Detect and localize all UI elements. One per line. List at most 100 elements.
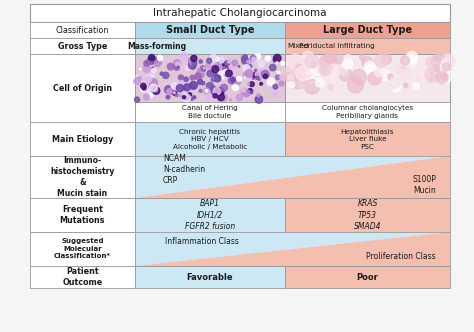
Circle shape (195, 73, 201, 79)
Circle shape (213, 96, 215, 98)
Text: Hepatolithiasis
Liver fluke
PSC: Hepatolithiasis Liver fluke PSC (341, 128, 394, 149)
Bar (135, 156, 450, 198)
Circle shape (192, 55, 195, 57)
Circle shape (305, 55, 319, 68)
Text: BAP1
IDH1/2
FGFR2 fusion: BAP1 IDH1/2 FGFR2 fusion (185, 200, 235, 231)
Text: Cell of Origin: Cell of Origin (53, 84, 112, 93)
Bar (30, 232, 135, 266)
Circle shape (190, 81, 197, 89)
Circle shape (174, 64, 178, 68)
Circle shape (134, 78, 140, 84)
Circle shape (237, 76, 242, 81)
Circle shape (207, 83, 213, 89)
Circle shape (288, 54, 303, 68)
Text: KRAS
TP53
SMAD4: KRAS TP53 SMAD4 (354, 200, 381, 231)
Text: Favorable: Favorable (187, 273, 233, 282)
Circle shape (214, 77, 217, 80)
Circle shape (390, 85, 394, 89)
Circle shape (155, 89, 158, 92)
Circle shape (190, 75, 195, 80)
Circle shape (135, 97, 140, 102)
Circle shape (218, 94, 225, 101)
Circle shape (339, 68, 352, 81)
Circle shape (404, 83, 408, 87)
Circle shape (189, 58, 192, 62)
Circle shape (141, 83, 146, 89)
Circle shape (201, 66, 205, 71)
Circle shape (234, 78, 241, 85)
Circle shape (168, 88, 174, 94)
Circle shape (152, 67, 154, 69)
Circle shape (189, 58, 195, 65)
Circle shape (182, 96, 186, 99)
Circle shape (159, 56, 163, 59)
Text: Immuno-
histochemistry
&
Mucin stain: Immuno- histochemistry & Mucin stain (50, 156, 115, 198)
Text: Intrahepatic Cholangiocarcinoma: Intrahepatic Cholangiocarcinoma (153, 8, 327, 18)
Circle shape (160, 72, 164, 75)
Bar (30, 4, 450, 22)
Circle shape (359, 54, 365, 60)
Circle shape (166, 86, 169, 89)
Circle shape (436, 71, 448, 83)
Circle shape (441, 74, 447, 80)
Circle shape (150, 84, 157, 92)
Circle shape (248, 62, 253, 67)
Circle shape (288, 74, 293, 80)
Circle shape (210, 86, 216, 92)
Polygon shape (135, 232, 450, 266)
Circle shape (144, 94, 149, 100)
Circle shape (136, 75, 139, 79)
Circle shape (247, 83, 250, 85)
Circle shape (184, 77, 188, 81)
Circle shape (206, 95, 211, 100)
Circle shape (273, 57, 278, 62)
Circle shape (207, 70, 214, 77)
Circle shape (265, 56, 270, 61)
Circle shape (257, 97, 263, 103)
Circle shape (144, 60, 150, 66)
Circle shape (328, 64, 341, 77)
Circle shape (263, 55, 266, 59)
Circle shape (203, 67, 205, 69)
Circle shape (279, 81, 284, 86)
Circle shape (219, 93, 227, 101)
Circle shape (146, 62, 147, 63)
Circle shape (171, 89, 173, 92)
Circle shape (255, 70, 263, 78)
Circle shape (146, 75, 148, 77)
Bar (135, 198, 285, 232)
Circle shape (250, 55, 256, 61)
Circle shape (292, 69, 302, 80)
Circle shape (319, 55, 335, 70)
Circle shape (183, 84, 191, 91)
Circle shape (199, 60, 202, 63)
Circle shape (312, 62, 317, 67)
Circle shape (180, 52, 188, 60)
Circle shape (190, 76, 198, 83)
Bar (30, 266, 135, 288)
Circle shape (196, 70, 204, 78)
Circle shape (214, 75, 221, 82)
Text: Chronic hepatitis
HBV / HCV
Alcoholic / Metabolic: Chronic hepatitis HBV / HCV Alcoholic / … (173, 128, 247, 149)
Circle shape (426, 69, 437, 81)
Bar (135, 232, 450, 266)
Bar (30, 22, 135, 38)
Circle shape (254, 59, 256, 61)
Circle shape (247, 89, 253, 94)
Circle shape (378, 69, 390, 81)
Text: Proliferation Class: Proliferation Class (366, 252, 436, 261)
Circle shape (175, 94, 178, 97)
Circle shape (291, 70, 299, 78)
Circle shape (188, 93, 191, 96)
Bar (285, 122, 450, 156)
Circle shape (189, 61, 196, 69)
Circle shape (216, 57, 219, 61)
Circle shape (166, 89, 172, 94)
Text: Periductal Infiltrating: Periductal Infiltrating (299, 43, 375, 49)
Circle shape (267, 78, 274, 86)
Circle shape (417, 77, 421, 81)
Circle shape (193, 96, 196, 99)
Circle shape (405, 56, 418, 68)
Circle shape (213, 87, 221, 95)
Circle shape (351, 70, 366, 85)
